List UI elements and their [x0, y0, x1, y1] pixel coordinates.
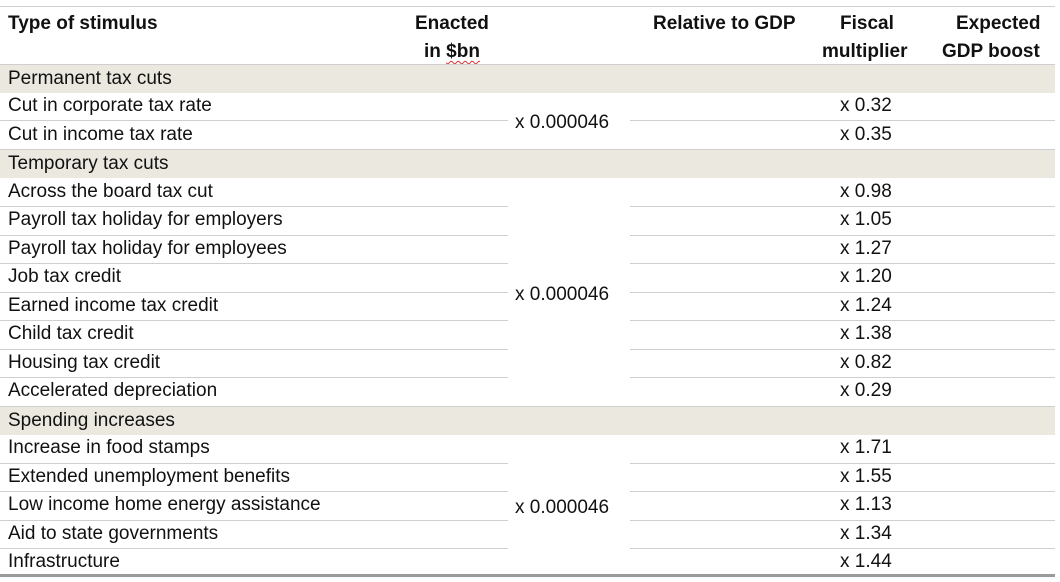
row-divider — [0, 463, 508, 464]
ratio-spending: x 0.000046 — [515, 497, 610, 518]
table-row: Increase in food stamps x 1.71 — [0, 434, 1055, 462]
section-title: Permanent tax cuts — [8, 68, 172, 89]
row-multiplier: x 0.29 — [840, 380, 892, 401]
header-relative-to-gdp: Relative to GDP — [653, 13, 796, 34]
row-divider — [630, 520, 1055, 521]
table-row: Housing tax credit x 0.82 — [0, 349, 1055, 377]
row-multiplier: x 0.35 — [840, 124, 892, 145]
row-multiplier: x 0.82 — [840, 352, 892, 373]
header-type-of-stimulus: Type of stimulus — [8, 13, 158, 34]
row-divider — [0, 120, 508, 121]
row-divider — [0, 377, 508, 378]
header-fiscal: Fiscal — [840, 13, 894, 34]
table-row: Earned income tax credit x 1.24 — [0, 292, 1055, 320]
table-row: Job tax credit x 1.20 — [0, 263, 1055, 291]
table-row: Child tax credit x 1.38 — [0, 320, 1055, 348]
row-multiplier: x 1.24 — [840, 295, 892, 316]
row-divider — [630, 320, 1055, 321]
row-divider — [0, 491, 508, 492]
row-label: Housing tax credit — [8, 352, 161, 373]
row-divider — [630, 235, 1055, 236]
row-label: Cut in income tax rate — [8, 124, 193, 145]
table-row: Low income home energy assistance x 1.13 — [0, 491, 1055, 519]
row-divider — [630, 292, 1055, 293]
row-multiplier: x 1.71 — [840, 437, 892, 458]
header-enacted-prefix: in — [424, 41, 447, 62]
table-row: Extended unemployment benefits x 1.55 — [0, 463, 1055, 491]
row-divider — [0, 292, 508, 293]
section-spending-increases: Spending increases — [0, 406, 1055, 435]
row-label: Extended unemployment benefits — [8, 466, 291, 487]
row-divider — [0, 206, 508, 207]
row-multiplier: x 0.32 — [840, 95, 892, 116]
table-row: Cut in corporate tax rate x 0.32 — [0, 92, 1055, 120]
table-row: Across the board tax cut x 0.98 — [0, 178, 1055, 206]
row-multiplier: x 1.27 — [840, 238, 892, 259]
row-label: Accelerated depreciation — [8, 380, 218, 401]
row-multiplier: x 1.44 — [840, 551, 892, 572]
header-expected: Expected — [956, 13, 1041, 34]
header-top-line — [0, 6, 1055, 7]
row-divider — [0, 520, 508, 521]
table-row: Payroll tax holiday for employees x 1.27 — [0, 235, 1055, 263]
table-row: Aid to state governments x 1.34 — [0, 520, 1055, 548]
section-title: Temporary tax cuts — [8, 153, 169, 174]
table-row: Cut in income tax rate x 0.35 — [0, 121, 1055, 149]
row-label: Payroll tax holiday for employers — [8, 209, 283, 230]
row-multiplier: x 1.20 — [840, 266, 892, 287]
section-title: Spending increases — [8, 410, 175, 431]
row-multiplier: x 1.38 — [840, 323, 892, 344]
row-label: Low income home energy assistance — [8, 494, 321, 515]
table-row: Infrastructure x 1.44 — [0, 548, 1055, 576]
header-enacted: Enacted — [415, 13, 489, 34]
section-permanent-tax-cuts: Permanent tax cuts — [0, 64, 1055, 93]
row-divider — [0, 235, 508, 236]
row-divider — [630, 263, 1055, 264]
row-label: Aid to state governments — [8, 523, 219, 544]
ratio-temporary: x 0.000046 — [515, 284, 610, 305]
row-divider — [630, 349, 1055, 350]
row-label: Child tax credit — [8, 323, 134, 344]
row-multiplier: x 0.98 — [840, 181, 892, 202]
row-divider — [0, 548, 508, 549]
row-label: Payroll tax holiday for employees — [8, 238, 287, 259]
row-divider — [630, 206, 1055, 207]
row-multiplier: x 1.13 — [840, 494, 892, 515]
row-divider — [630, 491, 1055, 492]
header-multiplier: multiplier — [822, 41, 908, 62]
row-divider — [630, 377, 1055, 378]
row-label: Job tax credit — [8, 266, 121, 287]
row-multiplier: x 1.55 — [840, 466, 892, 487]
row-divider — [630, 120, 1055, 121]
row-multiplier: x 1.34 — [840, 523, 892, 544]
header-enacted-unit: $bn — [446, 41, 480, 62]
header-enacted-sub: in $bn — [424, 39, 480, 65]
header-gdp-boost: GDP boost — [942, 41, 1040, 62]
row-multiplier: x 1.05 — [840, 209, 892, 230]
row-label: Increase in food stamps — [8, 437, 210, 458]
row-divider — [0, 349, 508, 350]
row-divider — [630, 548, 1055, 549]
ratio-permanent: x 0.000046 — [515, 112, 610, 133]
row-label: Infrastructure — [8, 551, 120, 572]
row-label: Across the board tax cut — [8, 181, 213, 202]
row-label: Earned income tax credit — [8, 295, 219, 316]
row-divider — [630, 463, 1055, 464]
row-label: Cut in corporate tax rate — [8, 95, 212, 116]
table-row: Payroll tax holiday for employers x 1.05 — [0, 206, 1055, 234]
table-bottom-rule — [0, 574, 1055, 577]
section-temporary-tax-cuts: Temporary tax cuts — [0, 149, 1055, 178]
row-divider — [0, 263, 508, 264]
table-row: Accelerated depreciation x 0.29 — [0, 377, 1055, 405]
row-divider — [0, 320, 508, 321]
